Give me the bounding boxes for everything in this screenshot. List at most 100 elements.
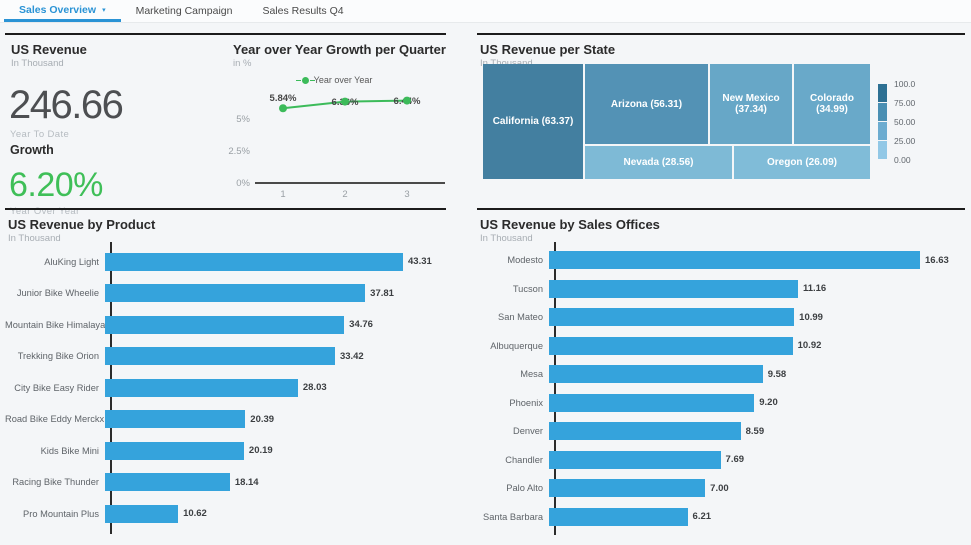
bar-value-label: 9.58	[767, 368, 787, 380]
bar-category-label: Kids Bike Mini	[40, 445, 99, 456]
line-point[interactable]	[279, 104, 287, 113]
chart-subtitle: In Thousand	[480, 58, 965, 69]
x-axis-tick-label: 2	[342, 189, 347, 200]
x-axis-tick-label: 3	[404, 189, 409, 200]
treemap-tile-arizona[interactable]: Arizona (56.31)	[585, 64, 708, 144]
bar[interactable]	[105, 315, 345, 334]
tab-sales-overview[interactable]: Sales Overview ▾	[4, 0, 121, 22]
bar-track: 20.39	[105, 410, 443, 429]
bar-row: AluKing Light 43.31	[5, 246, 443, 278]
legend-tick-label: 25.00	[894, 136, 916, 146]
bar[interactable]	[105, 473, 230, 492]
chart-subtitle: in %	[233, 58, 252, 69]
bar-track: 33.42	[105, 347, 443, 366]
tab-label: Marketing Campaign	[135, 5, 233, 17]
treemap-tile-new-mexico[interactable]: New Mexico (37.34)	[710, 64, 792, 144]
bar-row: Phoenix 9.20	[477, 389, 962, 418]
treemap-tile-nevada[interactable]: Nevada (28.56)	[585, 146, 732, 179]
chevron-down-icon[interactable]: ▾	[102, 6, 106, 14]
bar-value-label: 9.20	[759, 397, 778, 409]
bar[interactable]	[549, 336, 793, 355]
tab-marketing-campaign[interactable]: Marketing Campaign	[121, 0, 248, 22]
bar-category-label: Palo Alto	[506, 483, 543, 494]
bar-value-label: 10.92	[797, 340, 822, 352]
bar-chart-plot: AluKing Light 43.31 Junior Bike Wheelie 37.…	[5, 242, 443, 534]
panel-top-left: US Revenue In Thousand 246.66 Year To Da…	[5, 33, 446, 217]
bar-value-label: 20.39	[250, 413, 275, 425]
tab-bar: Sales Overview ▾ Marketing Campaign Sale…	[0, 0, 971, 23]
bar-value-label: 37.81	[370, 287, 394, 299]
line-point[interactable]	[403, 96, 411, 105]
bar-row: Mountain Bike Himalaya 34.76	[5, 309, 443, 341]
bar-row: Junior Bike Wheelie 37.81	[5, 278, 443, 310]
bar-category-label: Albuquerque	[490, 340, 543, 351]
y-axis-tick-label: 5%	[236, 114, 250, 125]
bar[interactable]	[549, 507, 688, 526]
bar-track: 7.00	[549, 479, 962, 498]
bar-row: Albuquerque 10.92	[477, 332, 962, 361]
bar-category-label: Mesa	[520, 369, 543, 380]
bar-track: 10.92	[549, 336, 962, 355]
bar-row: Kids Bike Mini 20.19	[5, 435, 443, 467]
legend-tick-label: 0.00	[894, 155, 911, 165]
bar-value-label: 33.42	[339, 350, 364, 362]
bar-row: City Bike Easy Rider 28.03	[5, 372, 443, 404]
bar[interactable]	[105, 410, 246, 429]
y-axis-tick-label: 0%	[236, 178, 250, 189]
bar[interactable]	[549, 251, 920, 270]
bar-category-label: Pro Mountain Plus	[23, 508, 99, 519]
bar-row: Trekking Bike Orion 33.42	[5, 341, 443, 373]
category-axis-line	[554, 242, 556, 535]
tab-label: Sales Results Q4	[262, 5, 344, 17]
legend[interactable]: Year over Year	[228, 75, 446, 85]
bar-value-label: 7.00	[710, 482, 729, 494]
kpi-value: 246.66	[9, 83, 124, 127]
bar-category-label: Racing Bike Thunder	[12, 477, 99, 488]
panel-sales-offices: US Revenue by Sales Offices In Thousand …	[477, 208, 965, 542]
bar[interactable]	[549, 308, 795, 327]
bar-row: Racing Bike Thunder 18.14	[5, 467, 443, 499]
treemap-tile-california[interactable]: California (63.37)	[483, 64, 583, 179]
bar-category-label: Modesto	[507, 255, 543, 266]
legend-tick-label: 100.0	[894, 79, 916, 89]
bar[interactable]	[105, 441, 244, 460]
kpi-us-revenue: US Revenue In Thousand 246.66 Year To Da…	[8, 35, 224, 217]
line-point[interactable]	[341, 97, 349, 106]
bar-value-label: 8.59	[745, 425, 765, 437]
bar[interactable]	[549, 450, 721, 469]
bar-category-label: City Bike Easy Rider	[14, 382, 99, 393]
chart-title: US Revenue per State	[480, 42, 616, 57]
bar[interactable]	[105, 347, 335, 366]
bar-row: Modesto 16.63	[477, 246, 962, 275]
bar-track: 7.69	[549, 450, 962, 469]
bar[interactable]	[105, 252, 403, 271]
kpi-subtitle: In Thousand	[11, 58, 64, 69]
panel-products: US Revenue by Product In Thousand AluKin…	[5, 208, 446, 542]
bar[interactable]	[549, 479, 706, 498]
legend-gradient-segment	[878, 141, 887, 159]
bar-value-label: 10.62	[183, 508, 207, 520]
bar[interactable]	[549, 365, 763, 384]
bar[interactable]	[105, 378, 298, 397]
bar-track: 9.58	[549, 365, 962, 384]
bar[interactable]	[105, 504, 179, 523]
bar[interactable]	[105, 284, 366, 303]
bar-value-label: 6.21	[692, 511, 712, 523]
treemap-tile-oregon[interactable]: Oregon (26.09)	[734, 146, 870, 179]
bar[interactable]	[549, 393, 755, 412]
legend-tick-label: 50.00	[894, 117, 916, 127]
bar[interactable]	[549, 279, 798, 298]
x-axis-tick-label: 1	[280, 189, 285, 200]
page-title: US Revenue	[11, 42, 87, 57]
bar[interactable]	[549, 422, 741, 441]
kpi-value-caption: Year To Date	[10, 129, 70, 140]
bar-track: 34.76	[105, 315, 443, 334]
bar-track: 37.81	[105, 284, 443, 303]
treemap-tile-colorado[interactable]: Colorado (34.99)	[794, 64, 870, 144]
tab-sales-results-q4[interactable]: Sales Results Q4	[247, 0, 358, 22]
bar-row: San Mateo 10.99	[477, 303, 962, 332]
chart-yoy-growth: Year over Year Growth per Quarter in % Y…	[228, 35, 446, 208]
kpi-growth-value: 6.20%	[9, 166, 103, 204]
y-axis-tick-label: 2.5%	[228, 146, 250, 157]
bar-category-label: Road Bike Eddy Merckx	[5, 414, 105, 425]
